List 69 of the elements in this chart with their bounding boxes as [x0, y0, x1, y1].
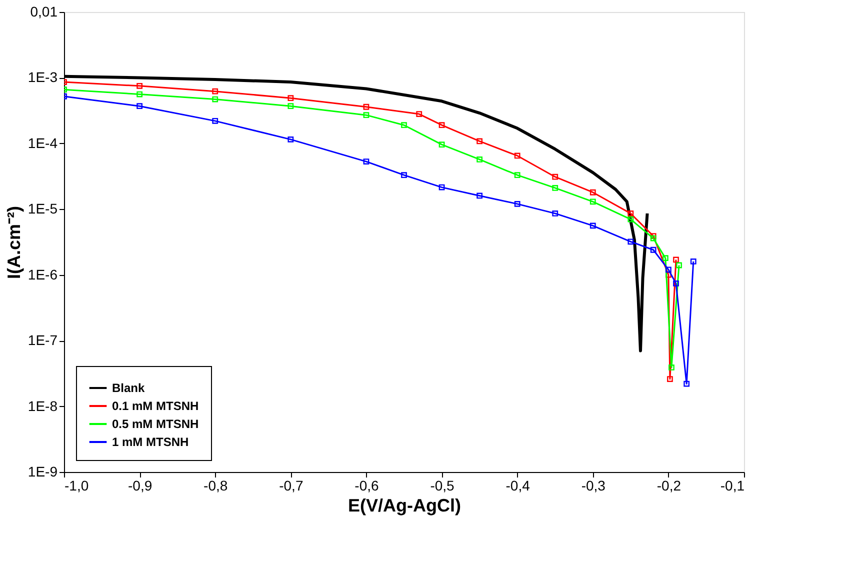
y-axis-title: I(A.cm⁻²) [4, 206, 24, 279]
y-tick-label: 0,01 [30, 4, 58, 20]
y-tick-label: 1E-8 [28, 398, 58, 414]
point [136, 91, 142, 98]
point [363, 104, 370, 110]
point [628, 210, 634, 216]
point [650, 246, 656, 253]
point [514, 152, 520, 159]
x-axis-title: E(V/Ag-AgCl) [348, 496, 461, 516]
x-tick-label: -0,8 [204, 478, 228, 494]
legend-label: 1 mM MTSNH [112, 435, 189, 449]
point [666, 266, 672, 273]
point [476, 138, 482, 144]
point [673, 280, 679, 286]
x-tick-label: -0,3 [581, 478, 606, 494]
x-tick-label: -0,5 [430, 478, 455, 494]
point [401, 122, 407, 128]
point [676, 262, 682, 268]
point [438, 184, 445, 190]
point [668, 364, 674, 370]
point [476, 192, 482, 199]
point [438, 122, 445, 128]
point [476, 156, 482, 162]
y-tick-label: 1E-9 [28, 464, 58, 480]
point [673, 256, 679, 263]
legend-label: Blank [112, 381, 146, 395]
x-tick-label: -0,1 [720, 478, 745, 494]
x-tick-label: -0,4 [506, 478, 530, 494]
point [650, 235, 656, 242]
point [212, 88, 218, 94]
y-tick-label: 1E-3 [28, 69, 58, 86]
x-tick-label: -0,9 [128, 478, 152, 494]
y-tick-label: 1E-6 [28, 266, 58, 282]
point [667, 376, 673, 382]
point [136, 82, 142, 89]
point [662, 255, 668, 262]
point [363, 158, 370, 164]
point [363, 112, 370, 118]
point [514, 200, 520, 207]
point [288, 95, 294, 102]
point [628, 238, 634, 245]
point [590, 198, 596, 205]
point [552, 210, 558, 216]
x-tick-label: -0,6 [354, 478, 379, 494]
point [212, 118, 218, 124]
point [650, 233, 656, 239]
point [288, 103, 294, 110]
x-tick-label: -0,7 [279, 478, 304, 494]
point [552, 174, 558, 180]
point [438, 142, 445, 148]
point [288, 136, 294, 142]
point [416, 111, 422, 117]
legend-label: 0.1 mM MTSNH [112, 399, 199, 413]
point [514, 172, 520, 178]
point [136, 103, 142, 110]
point [401, 172, 407, 178]
point [590, 189, 596, 196]
point [590, 222, 596, 229]
y-tick-label: 1E-7 [28, 332, 58, 348]
point [684, 380, 690, 387]
x-tick-label: -0,2 [656, 478, 682, 494]
point [628, 216, 634, 222]
point [552, 185, 558, 191]
legend-label: 0.5 mM MTSNH [112, 417, 199, 431]
y-tick-label: 1E-4 [28, 134, 58, 151]
x-tick-label: -1,0 [64, 478, 89, 494]
point [690, 258, 696, 264]
point [212, 96, 218, 102]
y-tick-label: 1E-5 [28, 200, 58, 217]
